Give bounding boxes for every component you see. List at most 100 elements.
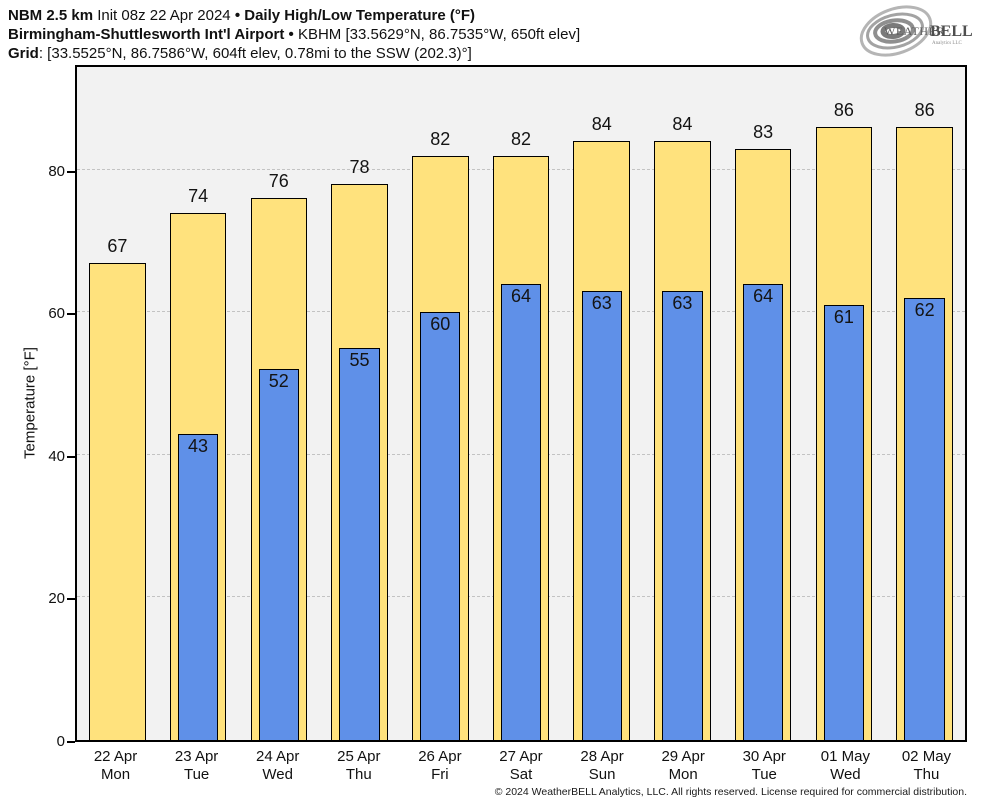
- x-tick-day: Tue: [751, 766, 777, 783]
- bar-group-02-May: 86 62: [884, 67, 965, 740]
- init-time: Init 08z 22 Apr 2024: [97, 7, 231, 24]
- low-value-label: 64: [753, 285, 774, 306]
- bar-group-25-Apr: 78 55: [319, 67, 400, 740]
- y-tick-label-0: 0: [56, 733, 65, 750]
- separator-dot: •: [288, 26, 294, 43]
- x-tick-label-29-Apr: 29 Apr Mon: [643, 748, 724, 784]
- y-tick-mark: [67, 313, 75, 316]
- x-tick-date: 25 Apr: [337, 748, 381, 765]
- low-value-label: 61: [833, 307, 854, 328]
- y-tick-label-20: 20: [48, 590, 65, 608]
- high-value-label: 86: [833, 100, 854, 121]
- y-axis-title: Temperature [°F]: [21, 347, 39, 459]
- x-tick-date: 24 Apr: [256, 748, 300, 765]
- x-tick-day: Wed: [830, 766, 861, 783]
- low-value-label: 63: [591, 293, 612, 314]
- bar-group-23-Apr: 74 43: [158, 67, 239, 740]
- x-tick-date: 30 Apr: [742, 748, 786, 765]
- plot-area: 67 74 43 76 52 78 55 82 60 82 64 84 63 84 63 83 64 86 61 86…: [75, 65, 967, 742]
- x-tick-label-28-Apr: 28 Apr Sun: [562, 748, 643, 784]
- logo-subtitle: Analytics LLC: [932, 41, 963, 46]
- bar-group-24-Apr: 76 52: [238, 67, 319, 740]
- x-tick-date: 02 May: [901, 748, 952, 765]
- high-value-label: 84: [591, 114, 612, 135]
- y-tick-mark: [67, 455, 75, 458]
- high-value-label: 86: [914, 100, 935, 121]
- low-bar: 60: [420, 312, 461, 740]
- bar-group-29-Apr: 84 63: [642, 67, 723, 740]
- x-tick-date: 27 Apr: [499, 748, 543, 765]
- x-tick-label-27-Apr: 27 Apr Sat: [480, 748, 561, 784]
- bar-group-26-Apr: 82 60: [400, 67, 481, 740]
- low-value-label: 63: [672, 293, 693, 314]
- header-line-2: Birmingham-Shuttlesworth Int'l Airport •…: [8, 25, 580, 44]
- bar-group-27-Apr: 82 64: [481, 67, 562, 740]
- x-tick-label-24-Apr: 24 Apr Wed: [237, 748, 318, 784]
- model-name: NBM 2.5 km: [8, 7, 94, 24]
- logo-word-weather: Weather: [884, 24, 945, 38]
- x-tick-date: 23 Apr: [174, 748, 219, 765]
- product-title: Daily High/Low Temperature (°F): [244, 7, 475, 24]
- x-tick-day: Sat: [509, 766, 533, 783]
- low-value-label: 55: [349, 350, 370, 371]
- x-tick-label-22-Apr: 22 Apr Mon: [75, 748, 156, 784]
- grid-details: : [33.5525°N, 86.7586°W, 604ft elev, 0.7…: [38, 45, 472, 62]
- separator-dot: •: [234, 7, 241, 24]
- low-bar: 63: [581, 291, 622, 740]
- chart-header: NBM 2.5 km Init 08z 22 Apr 2024 • Daily …: [8, 6, 580, 63]
- high-value-label: 82: [510, 128, 531, 149]
- header-line-1: NBM 2.5 km Init 08z 22 Apr 2024 • Daily …: [8, 6, 580, 25]
- bar-group-22-Apr: 67: [77, 67, 158, 740]
- high-value-label: 78: [349, 157, 370, 178]
- bar-group-30-Apr: 83 64: [723, 67, 804, 740]
- station-details: KBHM [33.5629°N, 86.7535°W, 650ft elev]: [297, 26, 581, 43]
- low-bar: 63: [662, 291, 703, 740]
- x-tick-label-01-May: 01 May Wed: [805, 748, 886, 784]
- low-bar: 64: [742, 283, 784, 740]
- high-bar: [89, 262, 146, 740]
- low-bar: 52: [258, 369, 299, 740]
- x-tick-label-26-Apr: 26 Apr Fri: [399, 748, 480, 784]
- x-tick-day: Tue: [183, 766, 210, 783]
- x-tick-day: Thu: [913, 766, 940, 783]
- low-bar: 62: [904, 298, 945, 740]
- x-tick-label-25-Apr: 25 Apr Thu: [318, 748, 399, 784]
- x-tick-day: Mon: [100, 766, 131, 783]
- high-value-label: 67: [107, 235, 128, 256]
- low-value-label: 43: [188, 435, 209, 456]
- x-tick-day: Thu: [345, 766, 372, 783]
- logo-word-bell: BELL: [930, 23, 972, 40]
- y-tick-label-80: 80: [48, 162, 65, 180]
- x-tick-day: Fri: [431, 766, 449, 783]
- hurricane-swirl-icon: Weather BELL Analytics LLC: [859, 5, 973, 57]
- y-tick-label-60: 60: [48, 305, 65, 323]
- copyright-notice: © 2024 WeatherBELL Analytics, LLC. All r…: [494, 786, 967, 798]
- y-tick-mark: [67, 170, 75, 173]
- low-value-label: 62: [914, 300, 935, 321]
- y-tick-mark: [67, 741, 75, 743]
- x-tick-date: 01 May: [820, 748, 870, 765]
- x-tick-day: Mon: [668, 766, 698, 783]
- x-tick-date: 22 Apr: [93, 748, 138, 765]
- x-tick-label-23-Apr: 23 Apr Tue: [156, 748, 237, 784]
- high-value-label: 84: [672, 114, 693, 135]
- x-tick-label-02-May: 02 May Thu: [886, 748, 967, 784]
- low-bar: 61: [823, 305, 865, 740]
- x-tick-day: Sun: [588, 766, 616, 783]
- low-value-label: 64: [510, 285, 531, 306]
- bar-group-28-Apr: 84 63: [561, 67, 642, 740]
- station-name: Birmingham-Shuttlesworth Int'l Airport: [8, 26, 285, 43]
- bar-group-01-May: 86 61: [804, 67, 885, 740]
- low-bar: 64: [500, 283, 542, 740]
- weatherbell-logo: Weather BELL Analytics LLC: [856, 4, 973, 60]
- high-value-label: 83: [753, 121, 774, 142]
- high-value-label: 76: [268, 171, 289, 192]
- header-line-3: Grid: [33.5525°N, 86.7586°W, 604ft elev,…: [8, 44, 580, 63]
- low-value-label: 52: [268, 371, 289, 392]
- x-tick-date: 29 Apr: [661, 748, 705, 765]
- high-value-label: 82: [430, 128, 451, 149]
- x-tick-label-30-Apr: 30 Apr Tue: [724, 748, 805, 784]
- grid-label: Grid: [8, 45, 39, 62]
- low-bar: 55: [339, 348, 380, 740]
